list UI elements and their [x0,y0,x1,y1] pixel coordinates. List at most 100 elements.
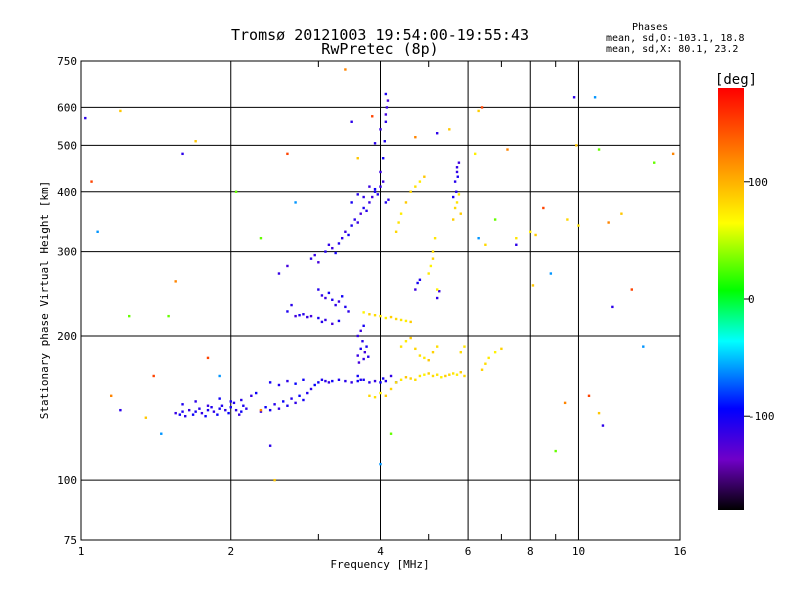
data-point [611,305,614,309]
data-point [399,318,403,322]
data-point [337,300,341,303]
data-point [529,230,532,233]
data-point [259,236,263,240]
data-point [240,410,243,413]
data-point [184,414,187,418]
data-point [302,398,305,402]
data-point [356,354,359,357]
data-point [435,345,439,348]
data-point [414,135,417,139]
data-point [384,201,388,204]
data-point [453,180,457,183]
data-point [356,221,359,224]
axis-ticks [317,61,557,540]
data-point [234,408,238,412]
data-point [601,424,605,427]
data-point [387,198,390,201]
data-point [181,403,184,406]
data-point [218,374,221,378]
data-point [365,345,368,348]
x-tick-label: 4 [377,545,384,558]
data-point [298,394,301,398]
data-point [362,324,365,328]
data-point [337,242,341,245]
data-point [327,243,331,246]
data-point [515,243,518,246]
data-point [457,161,461,164]
data-point [451,218,455,221]
data-point [418,278,422,281]
data-point [324,379,327,383]
data-point [379,170,382,174]
data-point [347,310,350,313]
data-point [167,314,170,318]
data-point [379,128,382,131]
y-tick-label: 600 [57,101,77,114]
data-point [191,413,195,416]
data-point [152,374,155,378]
data-point [362,357,365,361]
data-point [379,381,382,384]
data-point [435,132,439,135]
data-point [128,314,131,318]
data-point [399,378,403,381]
data-point [160,432,163,435]
data-point [371,195,374,199]
data-point [459,350,462,354]
data-point [350,224,353,227]
data-point [572,96,576,99]
data-point [427,372,430,375]
data-point [194,140,197,143]
data-point [324,250,327,253]
data-point [362,206,365,210]
data-point [554,449,557,453]
data-point [397,221,400,224]
y-tick-label: 500 [57,139,77,152]
data-point [431,257,435,260]
data-point [368,185,371,188]
data-point [320,320,324,324]
data-point [607,221,610,224]
data-point [206,356,210,360]
colorbar-label: [deg] [715,72,757,88]
data-point [344,230,347,233]
data-point [368,313,371,316]
data-point [320,378,324,381]
data-point [90,180,93,183]
data-point [356,157,359,160]
data-point [379,314,382,318]
data-point [362,378,365,381]
data-point [268,408,272,412]
data-point [286,264,289,268]
data-point [286,379,289,383]
data-point [298,313,301,317]
data-point [376,193,379,196]
data-point [340,295,344,298]
y-tick-label: 400 [57,186,77,199]
data-point [575,144,578,147]
data-point [404,201,408,204]
data-point [359,329,362,333]
data-point [174,411,177,415]
data-point [423,175,426,178]
data-point [309,314,313,318]
colorbar [718,88,744,510]
data-point [404,319,408,323]
data-point [542,206,545,210]
data-point [477,109,480,113]
data-point [294,314,297,318]
data-point [493,350,497,354]
data-point [414,185,417,188]
y-tick-label: 750 [57,55,77,68]
data-point [455,166,459,169]
data-point [642,345,645,348]
data-point [394,317,398,321]
data-point [409,336,412,340]
stats-line-x: mean, sd,X: 80.1, 23.2 [606,44,739,55]
data-point [317,316,320,320]
data-point [381,180,385,183]
data-point [423,356,426,360]
data-point [277,272,281,275]
data-point [379,391,382,395]
data-point [409,190,412,193]
